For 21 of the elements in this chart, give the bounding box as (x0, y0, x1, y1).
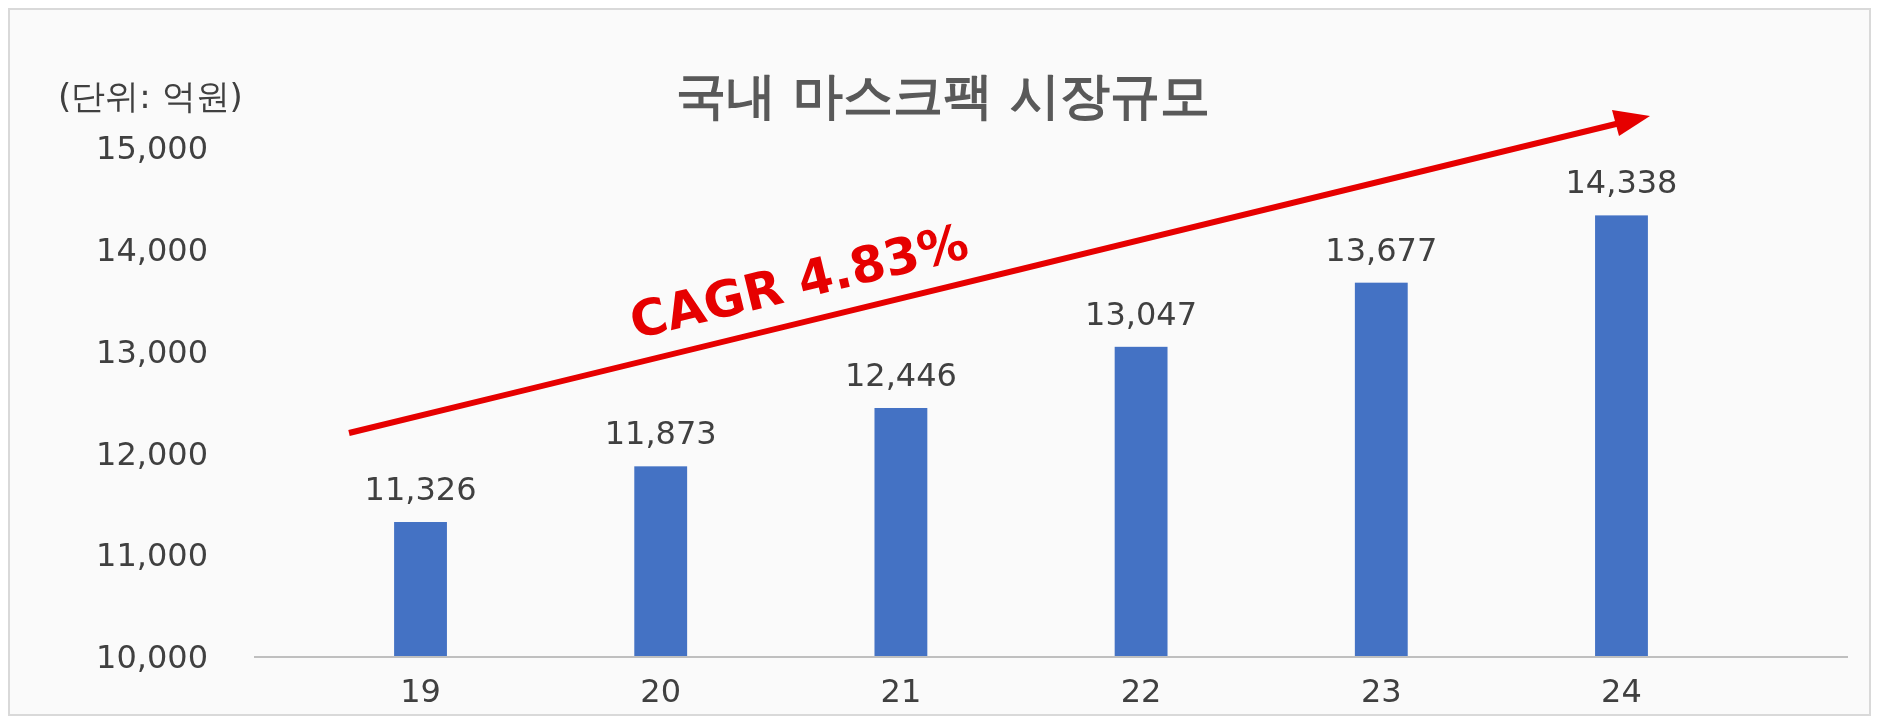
x-tick-label: 24 (1601, 672, 1642, 710)
y-tick-label: 12,000 (96, 434, 208, 473)
data-label: 11,873 (604, 414, 717, 453)
y-tick-label: 11,000 (96, 536, 208, 575)
data-label: 12,446 (844, 356, 957, 394)
y-tick-label: 10,000 (96, 638, 208, 677)
data-label: 11,326 (364, 470, 477, 509)
data-label: 13,047 (1085, 294, 1198, 333)
x-tick-label: 19 (400, 672, 441, 710)
x-tick-label: 21 (880, 672, 922, 710)
x-tick-label: 23 (1360, 672, 1402, 710)
data-label: 13,677 (1325, 230, 1438, 269)
x-tick-label: 22 (1120, 672, 1162, 710)
y-axis-title: (단위: 억원) (58, 76, 243, 116)
chart-title: 국내 마스크팩 시장규모 (675, 67, 1211, 125)
data-label: 14,338 (1565, 163, 1678, 202)
y-tick-label: 14,000 (96, 231, 208, 269)
y-tick-label: 13,000 (96, 332, 208, 371)
y-tick-label: 15,000 (96, 129, 208, 168)
annotation: CAGR 4.83% (624, 212, 974, 351)
x-tick-label: 20 (640, 672, 682, 710)
